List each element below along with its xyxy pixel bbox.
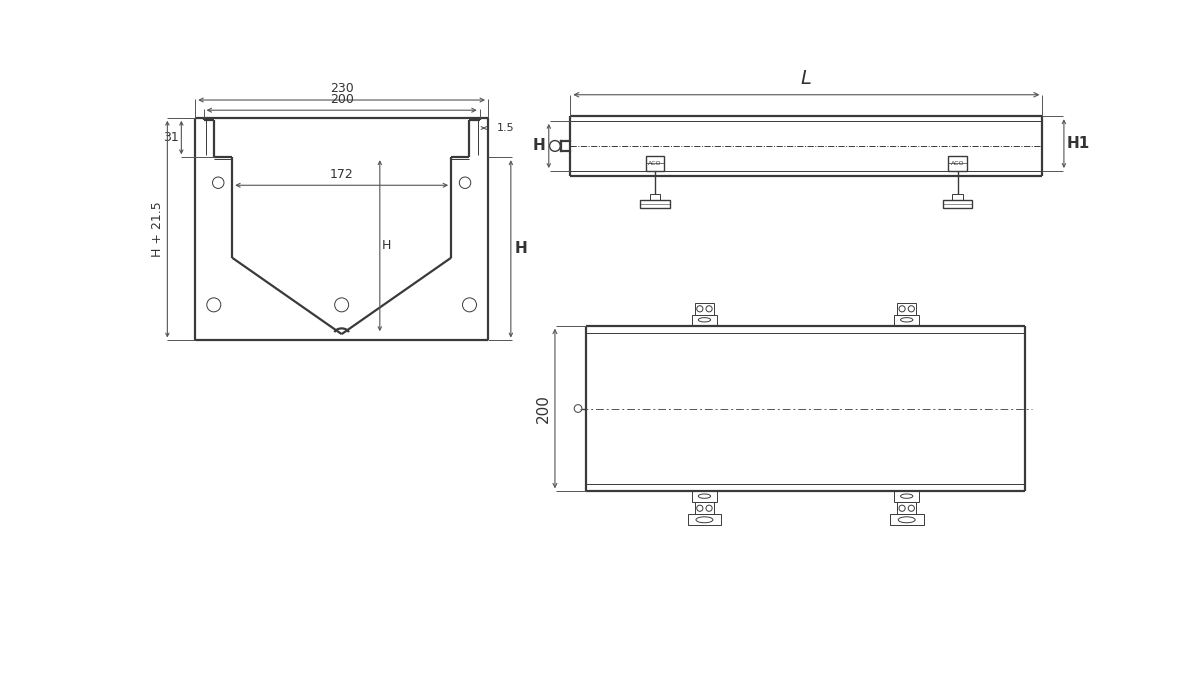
Bar [641,200,670,208]
Text: 200: 200 [330,94,354,106]
Bar [948,156,967,171]
Text: H1: H1 [1067,136,1091,151]
Text: L: L [800,69,811,88]
Text: 1.5: 1.5 [497,123,515,133]
Text: ACO: ACO [648,161,661,166]
Bar [695,502,714,514]
Text: H: H [382,239,391,252]
Bar [695,303,714,315]
Bar [889,514,924,525]
Text: H: H [533,138,546,154]
Text: 200: 200 [536,394,551,423]
Text: 31: 31 [163,131,179,144]
Bar [692,491,716,502]
Bar [953,194,964,200]
Bar [898,303,916,315]
Text: 230: 230 [330,82,354,94]
Text: 172: 172 [330,168,354,181]
Bar [649,194,660,200]
Bar [894,491,919,502]
Bar [646,156,665,171]
Text: H + 21.5: H + 21.5 [151,202,164,257]
Bar [943,200,972,208]
Bar [688,514,721,525]
Bar [894,315,919,326]
Bar [692,315,716,326]
Text: ACO: ACO [950,161,965,166]
Text: H: H [515,241,528,256]
Bar [898,502,916,514]
